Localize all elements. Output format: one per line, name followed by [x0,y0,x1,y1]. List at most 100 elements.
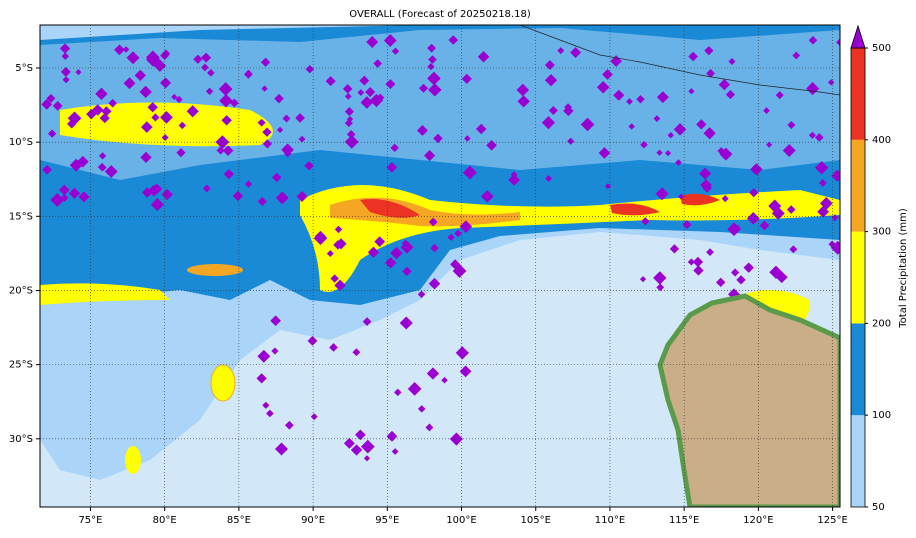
rain-diamond [675,159,682,166]
rain-diamond [362,317,372,326]
rain-diamond [202,184,211,193]
rain-diamond [427,71,441,86]
rain-diamond [486,140,497,151]
rain-diamond [703,127,716,140]
rain-diamond [687,258,695,266]
rain-diamond [262,139,272,149]
rain-diamond [352,348,361,357]
lon-tick-label: 120°E [743,515,773,526]
lon-tick-label: 100°E [446,515,476,526]
rain-diamond [640,141,648,149]
rain-diamond [365,87,376,98]
rain-diamond [58,184,70,196]
rain-diamond [257,349,271,363]
rain-diamond [696,119,707,130]
rain-diamond [260,57,271,67]
rain-diamond [656,91,669,104]
map-title: OVERALL (Forecast of 20250218.18) [349,9,531,20]
rain-diamond [363,455,371,462]
rain-diamond [271,347,279,355]
rain-diamond [367,246,380,258]
rain-diamond [86,108,97,120]
rain-diamond [814,161,829,175]
rain-diamond [47,129,57,138]
precip-field [40,25,840,507]
lat-tick-label: 15°S [9,211,33,222]
rain-diamond [145,50,160,65]
rain-diamond [101,106,112,117]
rain-diamond [257,118,266,127]
rain-diamond [544,60,555,70]
rain-diamond [295,113,305,123]
rain-diamond [517,95,530,108]
lat-tick-label: 5°S [15,63,33,74]
rain-diamond [419,83,429,93]
rain-diamond [78,191,90,203]
rain-band [40,283,170,305]
rain-diamond [792,51,801,60]
rain-diamond [570,47,582,58]
rain-diamond [207,69,215,77]
rain-diamond [428,217,438,227]
rain-diamond [68,187,81,199]
rain-diamond [830,240,840,255]
rain-cell [210,364,236,402]
rain-diamond [725,90,735,100]
rain-diamond [104,165,118,178]
rain-diamond [734,224,741,232]
graticule [40,25,840,507]
rain-diamond [836,39,840,46]
rain-diamond [376,93,385,102]
rain-diamond [123,77,136,90]
rain-diamond [656,149,663,156]
rain-diamond [428,83,442,97]
rain-diamond [95,87,108,101]
rain-diamond [257,196,267,206]
rain-diamond [430,243,439,253]
rain-diamond [750,163,763,176]
rain-diamond [452,264,467,278]
rain-diamond [641,217,650,226]
rain-diamond [827,79,835,86]
rain-diamond [787,121,796,129]
rain-diamond [416,125,428,136]
rain-diamond [355,429,366,441]
rain-diamond [653,271,667,285]
rain-diamond [743,262,754,273]
rain-diamond [613,89,625,101]
rain-diamond [75,69,82,76]
rain-diamond [344,107,354,117]
rain-diamond [147,102,158,113]
rain-diamond [69,158,83,172]
rain-diamond [427,43,437,53]
rain-diamond [141,187,153,198]
colorbar-tick-label: 50 [872,502,885,513]
rain-diamond [700,179,712,191]
rain-diamond [475,123,487,135]
rain-diamond [307,335,318,346]
rain-diamond [274,93,284,104]
rain-diamond [769,265,783,279]
rain-diamond [699,167,712,180]
rain-diamond [325,76,336,87]
rain-diamond [360,96,374,109]
lon-tick-label: 90°E [301,515,325,526]
rain-diamond [706,69,715,78]
rain-diamond [215,135,230,149]
rain-diamond [477,51,490,63]
rain-diamond [281,143,294,157]
rain-diamond [62,76,70,84]
rain-diamond [692,256,704,268]
rain-diamond [831,169,840,182]
rain-diamond [96,106,103,113]
lon-tick-label: 80°E [153,515,177,526]
rain-diamond [140,151,152,163]
coastline [519,25,840,96]
rain-diamond [693,265,704,276]
lon-tick-label: 75°E [78,515,102,526]
rain-diamond [141,121,153,133]
rain-diamond [176,148,186,158]
rain-diamond [516,83,530,97]
rain-diamond [580,117,595,132]
rain-diamond [766,141,773,148]
